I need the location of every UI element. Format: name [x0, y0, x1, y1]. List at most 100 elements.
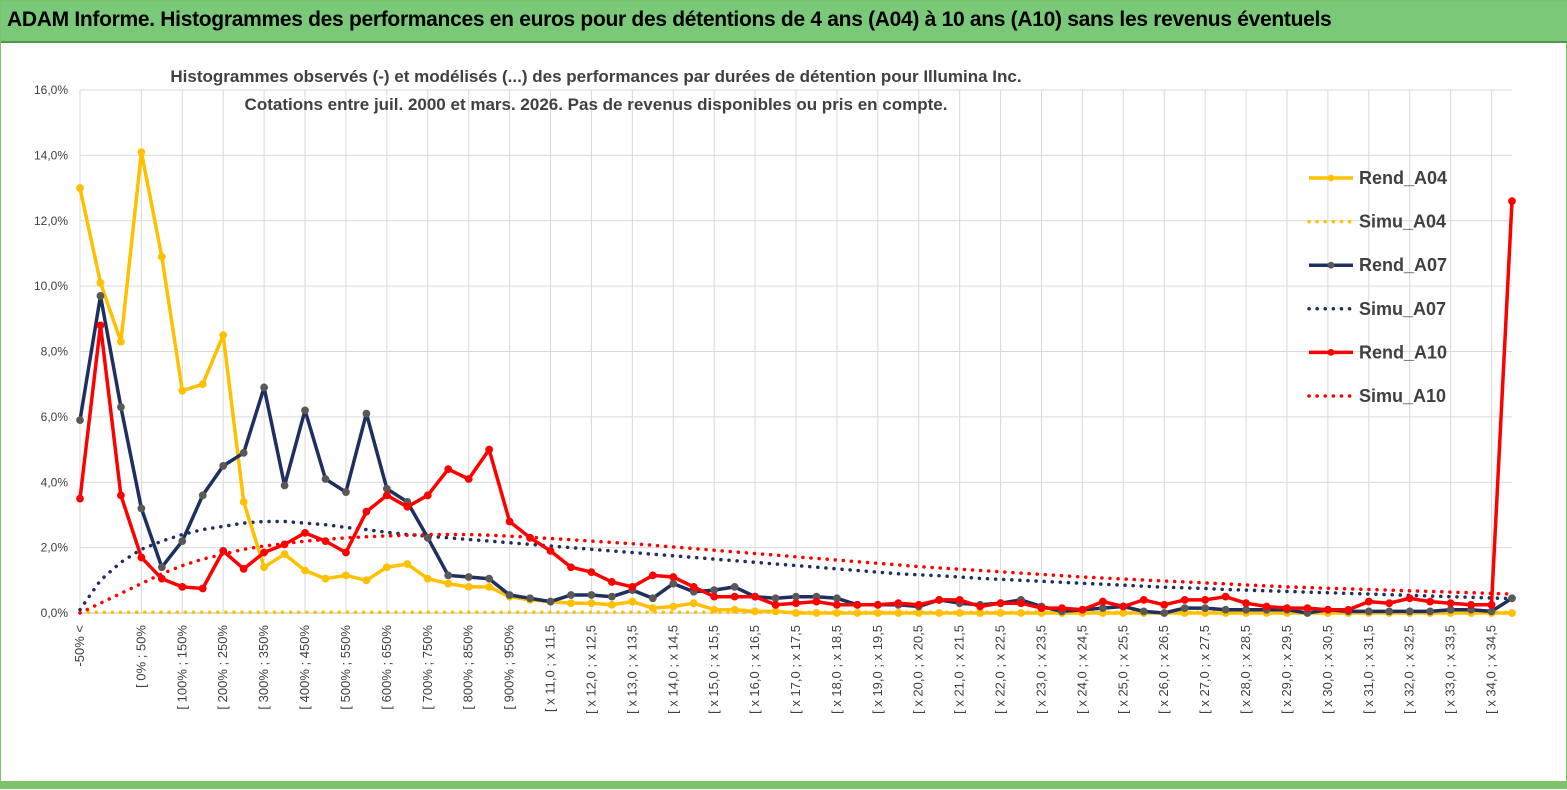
data-point — [751, 592, 759, 601]
y-tick-label: 0,0% — [41, 606, 69, 620]
x-tick-label: [ x 17,0 ; x 17,5 — [788, 625, 803, 714]
x-tick-label: [ x 25,0 ; x 25,5 — [1115, 625, 1130, 714]
data-point — [321, 475, 330, 483]
data-point — [444, 465, 453, 474]
x-tick-label: [ 300% ; 350% — [256, 625, 271, 710]
y-tick-label: 8,0% — [41, 345, 69, 359]
legend-item: Rend_A07 — [1309, 255, 1447, 275]
x-tick-label: [ 500% ; 550% — [338, 625, 353, 710]
y-tick-label: 10,0% — [34, 279, 68, 293]
data-point — [648, 571, 657, 580]
data-point — [382, 491, 391, 500]
data-point — [1242, 605, 1250, 614]
data-point — [117, 337, 125, 346]
series-rend-a10 — [76, 197, 1516, 614]
x-tick-label: [ x 33,0 ; x 33,5 — [1443, 625, 1458, 714]
data-point — [1385, 599, 1394, 608]
x-tick-label: [ x 28,0 ; x 28,5 — [1238, 625, 1253, 714]
x-tick-label: [ x 13,0 ; x 13,5 — [624, 625, 639, 714]
data-point — [771, 600, 780, 609]
chart-subtitle: Cotations entre juil. 2000 et mars. 2026… — [245, 95, 948, 114]
data-point — [1323, 605, 1332, 614]
legend-item: Simu_A07 — [1307, 299, 1446, 319]
data-point — [1221, 605, 1230, 614]
data-point — [1405, 607, 1414, 616]
gridlines — [79, 89, 1512, 614]
data-point — [1262, 602, 1271, 611]
x-tick-label: [ x 11,0 ; x 11,5 — [543, 625, 558, 712]
x-tick-label: [ x 26,0 ; x 26,5 — [1156, 625, 1171, 714]
data-point — [321, 537, 330, 545]
legend-label: Simu_A04 — [1359, 212, 1446, 232]
data-point — [260, 383, 269, 392]
data-point — [853, 609, 862, 617]
data-point — [526, 594, 534, 603]
x-tick-label: [ x 19,0 ; x 19,5 — [870, 625, 885, 714]
data-point — [1242, 599, 1250, 608]
data-point — [894, 609, 903, 617]
data-point — [137, 553, 146, 562]
x-tick-label: [ x 32,0 ; x 32,5 — [1402, 625, 1417, 714]
data-point — [423, 574, 432, 583]
data-point — [403, 560, 412, 568]
data-point — [362, 507, 371, 516]
data-point — [1426, 597, 1435, 606]
data-point — [198, 584, 207, 593]
data-point — [178, 386, 187, 395]
data-point — [321, 574, 330, 583]
data-point — [996, 609, 1005, 617]
data-point — [301, 406, 309, 415]
legend-marker — [1327, 174, 1335, 182]
data-point — [76, 184, 84, 192]
y-tick-label: 6,0% — [41, 410, 69, 424]
data-point — [362, 409, 371, 418]
data-point — [239, 497, 248, 506]
data-point — [1017, 599, 1025, 608]
data-point — [792, 592, 800, 601]
x-tick-label: [ x 34,0 ; x 34,5 — [1484, 625, 1499, 714]
data-point — [771, 594, 780, 603]
data-point — [587, 591, 596, 599]
data-point — [833, 609, 841, 617]
data-point — [485, 582, 494, 591]
x-tick-label: [ 600% ; 650% — [379, 625, 394, 710]
data-point — [587, 599, 596, 608]
bottom-border — [1, 781, 1567, 788]
series-rend-a04 — [76, 148, 1516, 617]
data-point — [1283, 604, 1291, 612]
x-tick-label: [ x 27,0 ; x 27,5 — [1197, 625, 1212, 714]
data-point — [628, 597, 637, 606]
x-tick-label: [ x 20,0 ; x 20,5 — [911, 625, 926, 714]
data-point — [567, 563, 575, 572]
chart-title: Histogrammes observés (-) et modélisés (… — [170, 67, 1021, 86]
legend-marker — [1327, 261, 1335, 269]
x-tick-label: [ x 16,0 ; x 16,5 — [747, 625, 762, 714]
data-point — [96, 278, 105, 287]
legend-label: Rend_A04 — [1359, 168, 1447, 188]
x-tick-label: [ x 22,0 ; x 22,5 — [993, 625, 1008, 714]
x-tick-label: [ x 24,0 ; x 24,5 — [1074, 625, 1089, 714]
y-axis-ticks: 0,0% 2,0% 4,0% 6,0% 8,0% 10,0% 12,0% 14,0% 16,0% — [34, 83, 68, 620]
legend-label: Rend_A07 — [1359, 255, 1447, 275]
data-point — [1467, 600, 1475, 609]
x-tick-label: [ 800% ; 850% — [461, 625, 476, 710]
x-tick-label: [ 900% ; 950% — [502, 625, 517, 710]
data-point — [403, 502, 412, 511]
data-point — [1385, 607, 1394, 616]
data-point — [219, 331, 228, 340]
data-point — [137, 504, 146, 513]
x-tick-label: [ x 31,0 ; x 31,5 — [1361, 625, 1376, 714]
data-point — [342, 571, 350, 580]
data-point — [1160, 609, 1169, 617]
data-point — [730, 605, 739, 614]
data-point — [382, 563, 391, 572]
data-point — [771, 607, 780, 616]
data-point — [117, 403, 125, 411]
data-point — [1098, 604, 1107, 612]
data-point — [955, 596, 964, 604]
data-point — [1160, 600, 1169, 609]
data-point — [567, 591, 575, 599]
legend-item: Rend_A10 — [1309, 342, 1447, 362]
